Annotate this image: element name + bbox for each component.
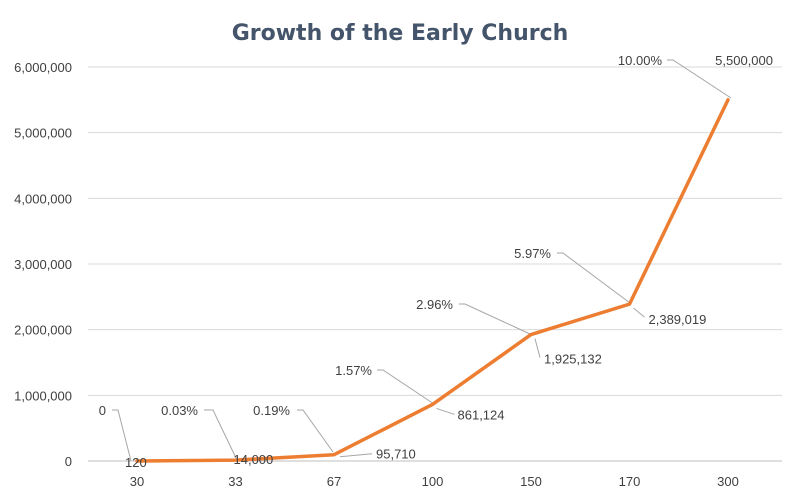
- percent-data-label: 0: [99, 403, 106, 418]
- chart-title: Growth of the Early Church: [232, 21, 569, 46]
- value-data-label: 861,124: [458, 407, 505, 422]
- series-line: [135, 98, 730, 463]
- percent-leader-line: [112, 409, 132, 462]
- y-tick-label: 4,000,000: [14, 191, 72, 206]
- percent-data-label: 5.97%: [514, 246, 551, 261]
- percent-leader-line: [204, 409, 237, 459]
- y-tick-label: 1,000,000: [14, 388, 72, 403]
- y-tick-label: 3,000,000: [14, 257, 72, 272]
- value-data-label: 120: [125, 455, 147, 470]
- percent-leader-line: [377, 369, 435, 405]
- value-data-label: 14,000: [234, 452, 274, 467]
- percent-data-label: 10.00%: [618, 53, 663, 68]
- y-tick-label: 6,000,000: [14, 60, 72, 75]
- value-data-label: 2,389,019: [649, 312, 707, 327]
- percent-leader-line: [667, 59, 732, 99]
- percent-leader-line: [297, 409, 334, 453]
- y-tick-label: 2,000,000: [14, 323, 72, 338]
- percent-leader-line: [459, 303, 531, 335]
- value-data-label: 95,710: [376, 447, 416, 462]
- value-leader-line: [633, 307, 645, 318]
- y-tick-label: 0: [65, 454, 72, 469]
- value-data-label: 1,925,132: [544, 352, 602, 367]
- value-leader-line: [339, 453, 373, 458]
- percent-data-label: 0.03%: [161, 403, 198, 418]
- x-tick-label: 30: [130, 474, 144, 489]
- percent-leader-line: [557, 252, 631, 304]
- percent-data-label: 0.19%: [253, 403, 290, 418]
- data-labels: 120 0 14,000 0.03% 95,710 0.19% 861,124 1.57% 1,…: [99, 53, 773, 470]
- x-tick-label: 300: [717, 474, 739, 489]
- x-tick-label: 67: [327, 474, 341, 489]
- percent-data-label: 1.57%: [335, 363, 372, 378]
- grid-lines: [88, 66, 782, 396]
- percent-data-label: 2.96%: [416, 297, 453, 312]
- axes: 0 1,000,000 2,000,000 3,000,000 4,000,000 5,0…: [14, 60, 782, 489]
- x-tick-label: 100: [422, 474, 444, 489]
- leader-lines: [112, 59, 732, 462]
- value-data-label: 5,500,000: [715, 53, 773, 68]
- x-tick-label: 170: [619, 474, 641, 489]
- series-layer: [135, 98, 730, 463]
- x-tick-label: 150: [520, 474, 542, 489]
- x-tick-label: 33: [228, 474, 242, 489]
- value-leader-line: [534, 338, 541, 358]
- value-leader-line: [436, 407, 455, 415]
- y-tick-label: 5,000,000: [14, 126, 72, 141]
